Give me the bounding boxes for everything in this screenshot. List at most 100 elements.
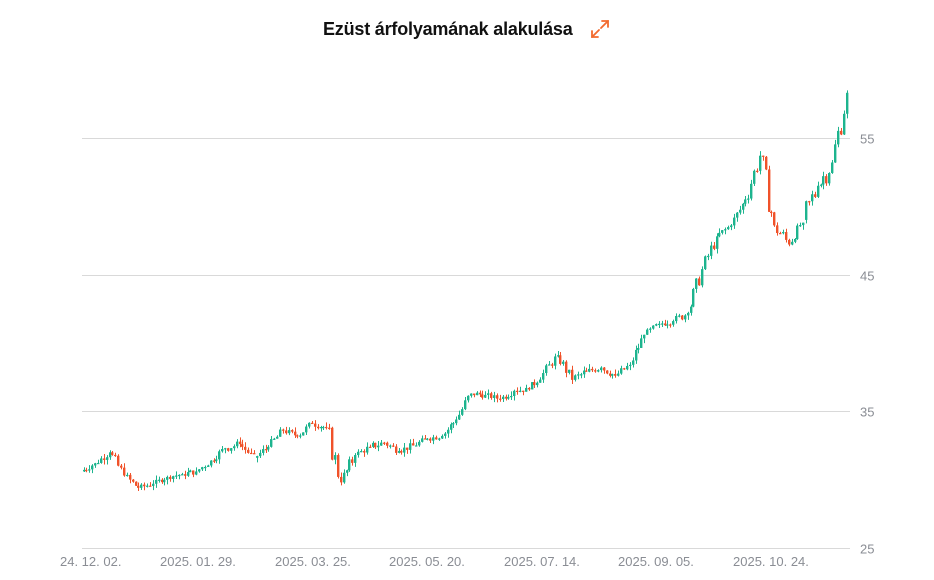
candle-up [201,467,204,470]
candle-down [291,430,294,432]
candle-down [585,370,588,372]
candle-up [742,203,745,210]
candle-down [392,445,395,447]
candle-down [340,476,343,483]
candle-down [505,396,508,399]
candle-down [762,155,765,157]
candle-up [736,212,739,218]
candle-up [415,445,418,447]
candle-up [484,394,487,398]
candle-up [389,445,392,447]
candle-down [135,481,138,486]
candle-up [198,469,201,472]
candle-up [267,446,270,450]
candle-up [822,176,825,185]
candle-up [646,329,649,335]
candle-up [233,446,236,449]
candle-up [262,449,265,453]
candle-down [325,426,328,429]
candle-up [357,451,360,456]
y-tick-label: 25 [860,542,874,557]
candle-up [178,474,181,477]
candle-up [88,469,91,471]
candle-down [129,474,132,480]
candle-down [247,449,250,453]
candle-down [85,469,88,472]
candle-up [507,397,510,399]
candle-up [568,369,571,373]
candle-up [554,356,557,366]
candle-up [574,375,577,380]
candle-up [632,360,635,365]
candle-up [189,470,192,473]
candle-down [363,451,366,453]
candle-down [400,450,403,453]
candle-up [727,227,730,230]
candle-up [531,382,534,390]
x-tick-label: 24. 12. 02. [60,554,121,569]
candle-up [221,449,224,452]
candle-up [666,324,669,326]
candle-down [296,435,299,437]
candle-up [704,256,707,270]
gridlines [82,138,850,549]
candle-up [791,241,794,245]
candle-up [438,438,441,440]
candle-up [218,451,221,460]
candle-up [230,448,233,451]
candle-up [710,245,713,256]
candle-up [470,393,473,396]
candle-up [450,424,453,430]
candle-up [215,459,218,462]
candle-up [690,306,693,313]
candle-up [447,429,450,434]
candle-up [652,325,655,329]
candle-up [655,324,658,326]
candle-down [559,355,562,364]
candle-down [713,245,716,249]
candle-down [213,460,216,462]
candle-up [629,364,632,367]
candle-down [111,452,114,455]
x-tick-label: 2025. 03. 25. [275,554,351,569]
candle-down [479,392,482,395]
candle-down [253,453,256,455]
candle-up [747,198,750,200]
candle-up [837,130,840,145]
candle-down [756,170,759,172]
candle-up [733,217,736,226]
candle-up [305,426,308,433]
candle-up [545,365,548,374]
candle-down [606,370,609,374]
candle-up [782,232,785,234]
candle-up [348,459,351,471]
candle-down [132,479,135,482]
candle-down [779,233,782,235]
candle-up [661,323,664,325]
candle-up [372,442,375,447]
candle-up [172,476,175,479]
candle-up [739,209,742,213]
y-tick-label: 35 [860,405,874,420]
y-axis-labels: 25 35 45 55 [860,132,874,557]
candle-up [678,315,681,317]
candle-down [481,394,484,398]
candle-down [516,390,519,392]
candle-up [487,393,490,395]
candle-down [227,448,230,451]
candle-down [282,429,285,431]
candle-down [137,485,140,488]
candle-up [476,392,479,396]
candle-down [383,442,386,444]
expand-arrows-icon[interactable] [589,18,611,40]
candle-down [265,449,268,451]
candle-down [429,438,432,441]
candle-up [577,374,580,376]
candle-down [412,443,415,446]
candle-down [623,368,626,370]
candle-up [163,479,166,483]
candle-up [204,466,207,469]
candle-up [519,390,522,392]
candle-up [716,236,719,249]
